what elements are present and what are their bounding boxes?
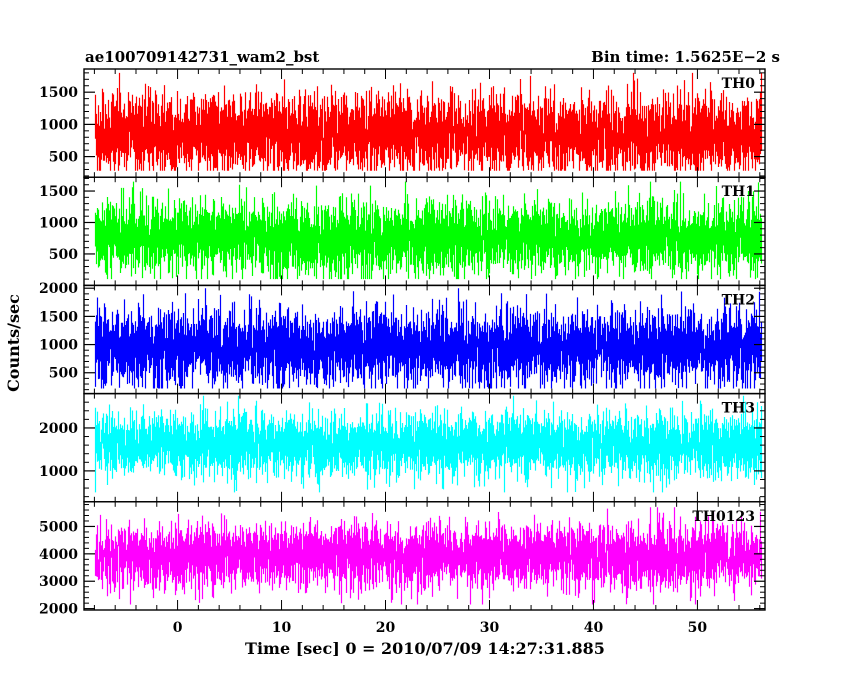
panel-frame xyxy=(83,501,766,611)
series-th0123 xyxy=(94,507,763,605)
y-tick-label: 500 xyxy=(49,247,78,263)
panel-label: TH0123 xyxy=(692,509,755,525)
y-tick-label: 1000 xyxy=(39,117,78,133)
y-tick-label: 1500 xyxy=(39,309,78,325)
x-tick-label: 30 xyxy=(480,620,500,636)
panel-label: TH1 xyxy=(722,184,755,200)
y-axis-label: Counts/sec xyxy=(4,294,23,392)
y-tick-label: 5000 xyxy=(39,519,78,535)
panel-th1: 500 1000 1500 TH1 xyxy=(39,176,766,287)
panel-th2: 500 1000 1500 2000 TH2 xyxy=(39,281,766,395)
series-th3 xyxy=(94,395,763,493)
panel-th0123: 2000 3000 4000 5000 TH0123 xyxy=(39,501,766,618)
panel-label: TH2 xyxy=(722,292,755,308)
panel-th3: 1000 2000 TH3 xyxy=(39,392,766,503)
y-tick-label: 2000 xyxy=(39,602,78,618)
y-tick-label: 2000 xyxy=(39,421,78,437)
x-tick-label: 10 xyxy=(272,620,292,636)
series-th1 xyxy=(94,181,763,280)
figure-title: ae100709142731_wam2_bst xyxy=(85,48,319,66)
x-axis-label: Time [sec] 0 = 2010/07/09 14:27:31.885 xyxy=(245,639,605,658)
y-tick-label: 1000 xyxy=(39,338,78,354)
y-tick-label: 2000 xyxy=(39,281,78,297)
panel-label: TH0 xyxy=(722,76,756,92)
y-tick-label: 3000 xyxy=(39,574,78,590)
x-tick-label: 20 xyxy=(376,620,396,636)
x-tick-label: 40 xyxy=(584,620,604,636)
x-axis: 0 10 20 30 40 50 xyxy=(173,620,708,636)
panel-label: TH3 xyxy=(722,401,755,417)
y-tick-label: 1500 xyxy=(39,85,78,101)
y-tick-label: 4000 xyxy=(39,547,78,563)
y-tick-label: 1500 xyxy=(39,184,78,200)
x-tick-label: 0 xyxy=(173,620,183,636)
panels: 500 1000 1500 TH0 500 1000 1500 TH1 500 1000 1500 2… xyxy=(39,68,766,618)
series-th0 xyxy=(94,72,763,171)
bin-time-label: Bin time: 1.5625E−2 s xyxy=(591,48,780,66)
y-tick-label: 1000 xyxy=(39,215,78,231)
panel-th0: 500 1000 1500 TH0 xyxy=(39,68,766,178)
series-th2 xyxy=(94,288,763,389)
y-tick-label: 1000 xyxy=(39,464,78,480)
y-tick-label: 500 xyxy=(49,150,78,166)
y-tick-label: 500 xyxy=(49,366,78,382)
x-tick-label: 50 xyxy=(688,620,708,636)
